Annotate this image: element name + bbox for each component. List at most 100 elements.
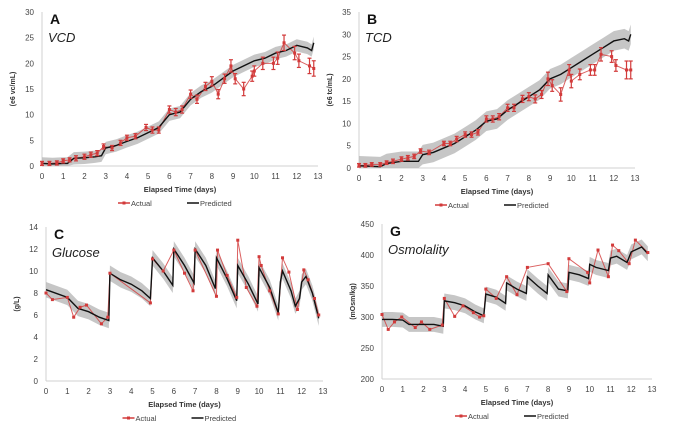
actual-data-point (378, 162, 382, 166)
x-tick-label: 12 (627, 385, 636, 394)
legend: Actual Predicted (122, 414, 237, 423)
actual-data-point (302, 268, 306, 272)
prediction-band (46, 241, 319, 329)
x-tick-label: 10 (255, 387, 264, 396)
y-tick-label: 25 (25, 34, 34, 43)
x-tick-label: 5 (484, 385, 489, 394)
actual-data-point (506, 106, 510, 110)
panel-title: Osmolality (388, 242, 450, 257)
y-axis-label: (e6 tc/mL) (327, 73, 334, 106)
actual-data-point (550, 84, 554, 88)
x-tick-label: 4 (125, 172, 130, 181)
legend-actual-label: Actual (448, 201, 469, 210)
actual-data-point (593, 68, 597, 72)
actual-data-point (391, 159, 395, 163)
x-tick-label: 9 (567, 385, 572, 394)
actual-data-point (271, 61, 275, 65)
predicted-series-line (45, 246, 320, 322)
actual-data-point (611, 243, 615, 247)
actual-data-point (565, 290, 569, 294)
actual-data-point (494, 296, 498, 300)
actual-data-point (471, 311, 475, 315)
x-tick-label: 3 (108, 387, 113, 396)
x-tick-label: 4 (129, 387, 134, 396)
actual-data-point (419, 320, 423, 324)
x-tick-label: 1 (61, 172, 66, 181)
prediction-band (359, 24, 631, 169)
y-tick-label: 10 (342, 119, 351, 128)
x-tick-label: 5 (146, 172, 151, 181)
actual-data-point (525, 265, 529, 269)
actual-data-point (386, 327, 390, 331)
x-tick-label: 0 (357, 174, 362, 183)
y-tick-label: 35 (342, 8, 351, 17)
actual-data-point (225, 273, 229, 277)
x-tick-label: 9 (231, 172, 236, 181)
actual-data-point (610, 55, 614, 59)
panel-title: TCD (365, 30, 392, 45)
actual-data-point (428, 327, 432, 331)
legend-predicted-label: Predicted (205, 414, 237, 423)
actual-data-point (399, 157, 403, 161)
actual-data-point (515, 293, 519, 297)
x-tick-label: 1 (65, 387, 70, 396)
x-tick-label: 11 (588, 174, 597, 183)
actual-data-point (629, 68, 633, 72)
x-tick-label: 6 (504, 385, 509, 394)
actual-data-point (578, 72, 582, 76)
legend-actual-label: Actual (131, 199, 152, 208)
y-tick-label: 450 (361, 220, 375, 229)
y-tick-label: 300 (361, 313, 375, 322)
actual-data-point (312, 297, 316, 300)
actual-data-point (293, 51, 297, 55)
actual-data-point (627, 262, 631, 266)
prediction-band (382, 239, 648, 334)
actual-data-point (125, 136, 129, 140)
actual-data-point (61, 159, 65, 163)
actual-data-point (295, 308, 299, 311)
actual-data-point (257, 255, 261, 259)
x-tick-label: 5 (150, 387, 155, 396)
actual-data-point (161, 269, 165, 273)
actual-data-point (470, 133, 474, 137)
y-tick-label: 15 (25, 85, 34, 94)
x-axis-label: Elapsed Time (days) (481, 398, 554, 407)
actual-data-point (442, 141, 446, 145)
x-tick-label: 9 (548, 174, 553, 183)
actual-data-point (463, 133, 467, 137)
actual-data-point (617, 249, 621, 253)
x-tick-label: 3 (442, 385, 447, 394)
actual-data-point (448, 141, 452, 145)
y-tick-label: 0 (347, 164, 352, 173)
legend: Actual Predicted (118, 199, 232, 208)
actual-data-point (385, 161, 389, 165)
actual-data-point (588, 281, 592, 285)
y-tick-label: 10 (29, 267, 38, 276)
actual-data-point (95, 151, 99, 155)
x-tick-label: 13 (648, 385, 657, 394)
actual-data-point (281, 256, 285, 260)
actual-data-point (55, 161, 59, 165)
x-tick-label: 2 (86, 387, 91, 396)
actual-data-point (546, 262, 550, 266)
x-axis-label: Elapsed Time (days) (148, 400, 221, 409)
y-tick-label: 30 (25, 8, 34, 17)
actual-data-point (203, 84, 207, 88)
actual-data-point (633, 238, 637, 242)
x-tick-label: 6 (484, 174, 489, 183)
actual-data-point (102, 144, 106, 148)
actual-data-point (133, 134, 137, 138)
prediction-band (42, 36, 314, 166)
x-tick-label: 10 (567, 174, 576, 183)
legend-predicted-label: Predicted (537, 412, 569, 421)
actual-data-point (210, 79, 214, 83)
x-tick-label: 7 (525, 385, 530, 394)
actual-data-point (533, 97, 537, 101)
x-tick-label: 6 (172, 387, 177, 396)
actual-data-point (157, 128, 161, 132)
x-tick-label: 7 (188, 172, 193, 181)
actual-data-point (455, 137, 459, 141)
x-tick-label: 4 (463, 385, 468, 394)
